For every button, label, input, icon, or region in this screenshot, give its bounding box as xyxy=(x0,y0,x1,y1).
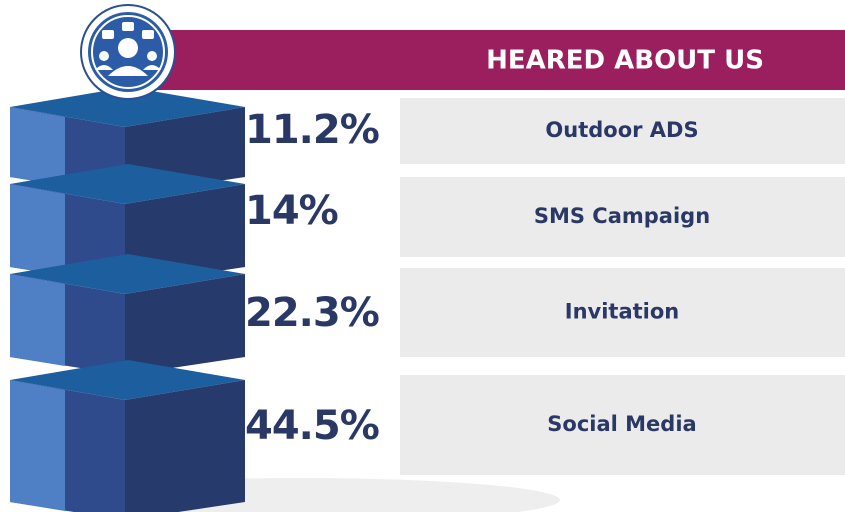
block xyxy=(10,360,245,512)
icon xyxy=(80,4,176,100)
block-left-highlight xyxy=(10,274,65,366)
label-box xyxy=(400,268,845,357)
block-stack xyxy=(10,87,245,512)
label-box xyxy=(400,375,845,475)
header-title: HEARED ABOUT US xyxy=(486,46,764,76)
percent: 22.3% xyxy=(245,290,379,336)
label: SMS Campaign xyxy=(534,204,710,228)
label-box xyxy=(400,177,845,257)
percent: 11.2% xyxy=(245,107,379,153)
label: Outdoor ADS xyxy=(545,118,698,142)
block-left-highlight xyxy=(10,107,65,186)
label: Social Media xyxy=(547,412,696,436)
label: Invitation xyxy=(565,300,679,324)
header-bar xyxy=(150,30,845,90)
block-left-highlight xyxy=(10,184,65,276)
block-top-face xyxy=(10,164,245,204)
block-top-face xyxy=(10,254,245,294)
block xyxy=(10,254,245,375)
percent: 44.5% xyxy=(245,403,379,449)
percent: 14% xyxy=(245,188,338,234)
block-left-highlight xyxy=(10,380,65,511)
block-top-face xyxy=(10,87,245,127)
label-box xyxy=(400,98,845,164)
rows: 11.2% Outdoor ADS 14% SMS Campaign 22.3% Invi… xyxy=(245,98,845,475)
block xyxy=(10,164,245,285)
block-right-face xyxy=(125,274,245,375)
block-top-face xyxy=(10,360,245,400)
block-right-face xyxy=(125,380,245,512)
